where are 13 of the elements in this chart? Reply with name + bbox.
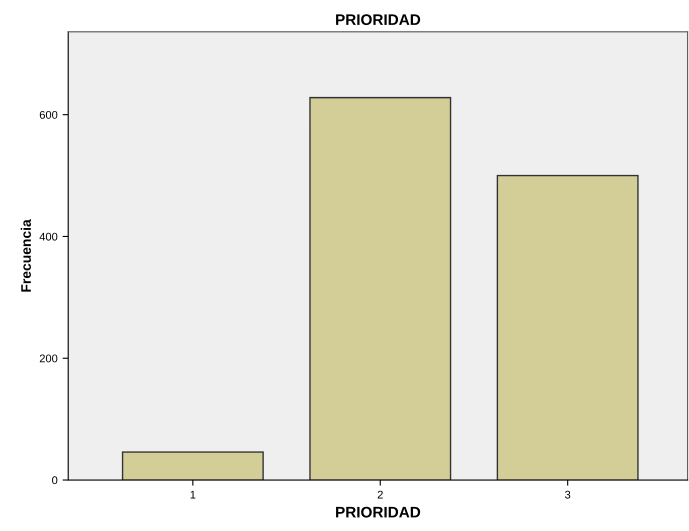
y-tick-label: 400 — [40, 232, 58, 241]
bar — [496, 174, 639, 480]
x-tick-label: 1 — [190, 490, 196, 498]
y-tick-label: 0 — [52, 476, 58, 484]
y-tick-label: 200 — [40, 354, 58, 362]
bar — [309, 96, 452, 480]
x-tick-label: 2 — [378, 490, 383, 498]
chart-title: PRIORIDAD — [336, 14, 420, 26]
y-axis-title: Frecuencia — [20, 219, 31, 292]
y-tick-label: 600 — [40, 110, 58, 119]
x-axis-title: PRIORIDAD — [336, 506, 420, 518]
x-tick-label: 3 — [565, 490, 570, 499]
bar — [122, 451, 264, 480]
